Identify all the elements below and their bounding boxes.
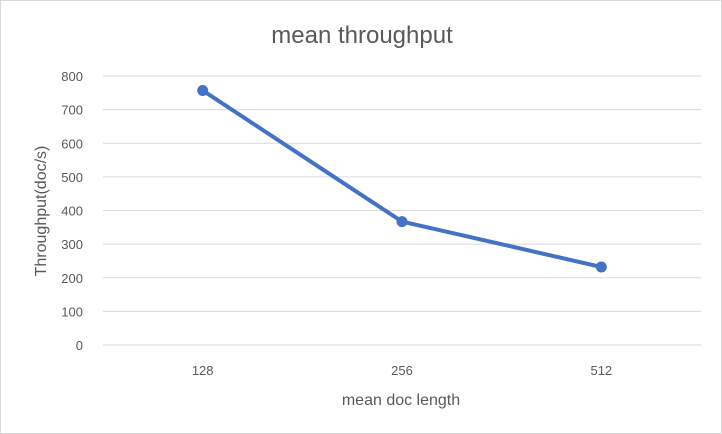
y-tick-label: 600 xyxy=(61,136,83,151)
y-tick-label: 0 xyxy=(76,338,83,353)
gridlines xyxy=(103,75,701,346)
x-tick-label: 256 xyxy=(391,363,413,378)
x-axis-ticks: 128 256 512 xyxy=(192,363,612,378)
y-tick-label: 100 xyxy=(61,304,83,319)
y-tick-label: 200 xyxy=(61,271,83,286)
y-tick-label: 700 xyxy=(61,103,83,118)
x-tick-label: 512 xyxy=(590,363,612,378)
chart-title: mean throughput xyxy=(271,22,453,49)
series-line xyxy=(200,88,604,269)
data-point-128 xyxy=(197,84,209,96)
x-tick-label: 128 xyxy=(192,363,214,378)
y-tick-label: 500 xyxy=(61,170,83,185)
data-point-256 xyxy=(396,216,408,228)
data-point-512 xyxy=(595,261,607,273)
y-tick-label: 300 xyxy=(61,237,83,252)
series-group xyxy=(197,84,607,273)
y-tick-label: 400 xyxy=(61,204,83,219)
y-tick-label: 800 xyxy=(61,69,83,84)
x-axis-title: mean doc length xyxy=(342,392,460,409)
y-axis-ticks: 0 100 200 300 400 500 600 700 800 xyxy=(61,69,83,353)
y-axis-title: Throughput(doc/s) xyxy=(33,146,50,277)
